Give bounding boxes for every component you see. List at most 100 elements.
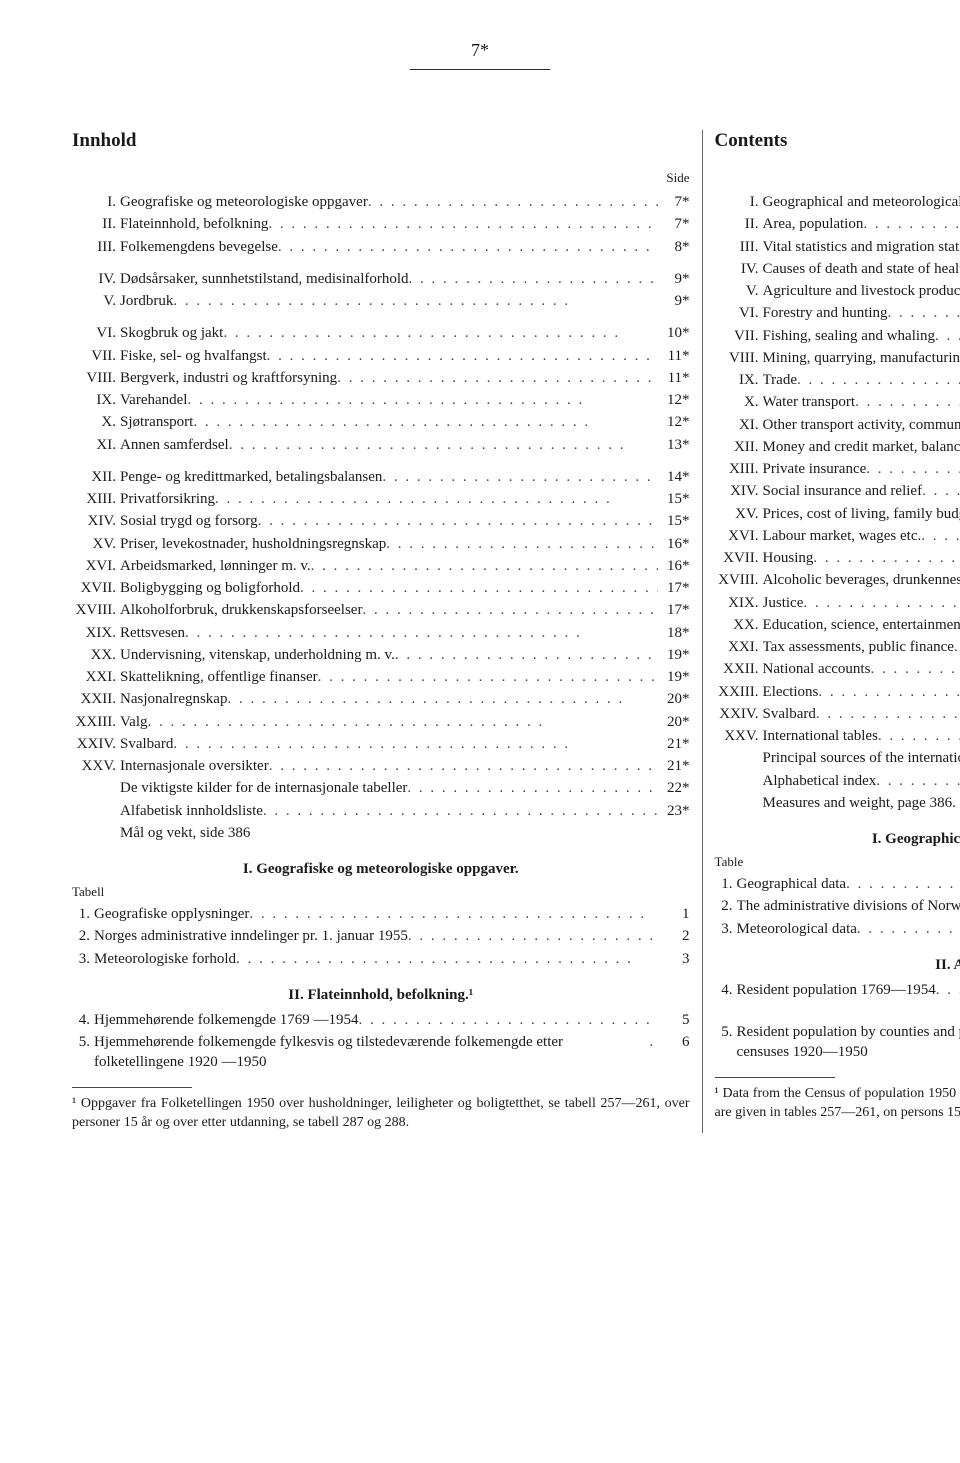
- toc-entry: IV.Causes of death and state of health. …: [715, 259, 960, 279]
- toc-label: Boligbygging og boligforhold: [120, 578, 300, 598]
- toc-label: Folkemengdens bevegelse: [120, 237, 278, 257]
- toc-roman: XXII.: [715, 659, 763, 679]
- column-title: Contents: [715, 130, 788, 152]
- toc-label: Other transport activity, communications: [763, 415, 960, 435]
- toc-label: Measures and weight, page 386.: [763, 793, 956, 813]
- toc-entry: XIII.Private insurance. . . . . . . . . …: [715, 459, 960, 479]
- toc-page-ref: 16*: [658, 556, 690, 576]
- toc-label-wrap: Arbeidsmarked, lønninger m. v.. . . . . …: [120, 556, 658, 576]
- toc-page-ref: 1: [658, 904, 690, 924]
- toc-label: Valg: [120, 712, 148, 732]
- toc-page-ref: 18*: [658, 623, 690, 643]
- toc-leader-dots: . . . . . . . . . . . . . . . . . . . . …: [229, 435, 658, 455]
- toc-page-ref: 20*: [658, 712, 690, 732]
- footnote-text: ¹ Oppgaver fra Folketellingen 1950 over …: [72, 1094, 690, 1133]
- toc-label-wrap: Meteorological data. . . . . . . . . . .…: [737, 919, 960, 939]
- toc-label: Resident population by counties and pres…: [737, 1022, 960, 1063]
- toc-label-wrap: Sjøtransport. . . . . . . . . . . . . . …: [120, 412, 658, 432]
- section-heading: II. Flateinnhold, befolkning.¹: [72, 987, 690, 1004]
- toc-page-ref: 13*: [658, 435, 690, 455]
- toc-entry: XVI.Labour market, wages etc.. . . . . .…: [715, 526, 960, 546]
- toc-leader-dots: . . . . . . . . . . . . . . . . . . . . …: [311, 556, 658, 576]
- toc-label: Agriculture and livestock production etc…: [763, 281, 960, 301]
- toc-entry: XIX.Rettsvesen. . . . . . . . . . . . . …: [72, 623, 690, 643]
- toc-roman: XXIII.: [715, 682, 763, 702]
- toc-label-wrap: Alphabetical index. . . . . . . . . . . …: [763, 771, 960, 791]
- toc-entry: XVIII.Alcoholic beverages, drunkenness e…: [715, 570, 960, 590]
- toc-leader-dots: . . . . . . . . . . . . . . . . . . . . …: [866, 459, 960, 479]
- toc-leader-dots: . . . . . . . . . . . . . . . . . . . . …: [318, 667, 658, 687]
- toc-page-ref: 20*: [658, 689, 690, 709]
- toc-leader-dots: . . . . . . . . . . . . . . . . . . . . …: [368, 192, 658, 212]
- toc-roman: 3.: [715, 919, 737, 939]
- toc-label-wrap: Geografiske og meteorologiske oppgaver. …: [120, 192, 658, 212]
- toc-leader-dots: . . . . . . . . . . . . . . . . . . . . …: [263, 801, 658, 821]
- toc-label: Causes of death and state of health: [763, 259, 960, 279]
- toc-leader-dots: . . . . . . . . . . . . . . . . . . . . …: [362, 600, 657, 620]
- toc-leader-dots: . . . . . . . . . . . . . . . . . . . . …: [855, 392, 960, 412]
- toc-roman: XI.: [72, 435, 120, 455]
- toc-label-wrap: Alkoholforbruk, drukkenskapsforseelser. …: [120, 600, 658, 620]
- toc-roman: XIII.: [72, 489, 120, 509]
- footnote-text: ¹ Data from the Census of population 195…: [715, 1084, 960, 1123]
- toc-leader-dots: . . . . . . . . . . . . . . . . . . . . …: [187, 390, 657, 410]
- toc-roman: III.: [72, 237, 120, 257]
- toc-entry: 4.Resident population 1769—1954. . . . .…: [715, 980, 960, 1000]
- toc-leader-dots: . . . . . . . . . . . . . . . . . . . . …: [173, 734, 657, 754]
- section-heading: I. Geografiske og meteorologiske oppgave…: [72, 861, 690, 878]
- toc-entry: V.Jordbruk. . . . . . . . . . . . . . . …: [72, 291, 690, 311]
- toc-roman: XVI.: [715, 526, 763, 546]
- page-column-header: Side: [72, 170, 690, 186]
- toc-label-wrap: Water transport. . . . . . . . . . . . .…: [763, 392, 960, 412]
- toc-label: Geografiske og meteorologiske oppgaver: [120, 192, 368, 212]
- toc-label: Jordbruk: [120, 291, 173, 311]
- toc-page-ref: 14*: [658, 467, 690, 487]
- toc-label: Rettsvesen: [120, 623, 185, 643]
- toc-label: Tax assessments, public finance: [763, 637, 954, 657]
- toc-leader-dots: . . . . . . . . . . . . . . . . . . . . …: [215, 489, 658, 509]
- toc-label: Water transport: [763, 392, 856, 412]
- toc-roman: XV.: [715, 504, 763, 524]
- toc-roman: XIV.: [72, 511, 120, 531]
- toc-page-ref: 9*: [658, 269, 690, 289]
- toc-label-wrap: Justice. . . . . . . . . . . . . . . . .…: [763, 593, 960, 613]
- toc-page-ref: 19*: [658, 667, 690, 687]
- toc-label-wrap: Prices, cost of living, family budgets. …: [763, 504, 960, 524]
- toc-label: Internasjonale oversikter: [120, 756, 269, 776]
- toc-entry: 1.Geographical data. . . . . . . . . . .…: [715, 874, 960, 894]
- toc-entry: XVII.Boligbygging og boligforhold. . . .…: [72, 578, 690, 598]
- toc-entry: 2.The administrative divisions of Norway…: [715, 896, 960, 916]
- toc-roman: VI.: [72, 323, 120, 343]
- toc-roman: XIII.: [715, 459, 763, 479]
- toc-label-wrap: Forestry and hunting. . . . . . . . . . …: [763, 303, 960, 323]
- toc-label: Justice: [763, 593, 804, 613]
- toc-label: Priser, levekostnader, husholdningsregns…: [120, 534, 386, 554]
- toc-label-wrap: Bergverk, industri og kraftforsyning. . …: [120, 368, 658, 388]
- toc-roman: IX.: [715, 370, 763, 390]
- toc-label: Norges administrative inndelinger pr. 1.…: [94, 926, 408, 946]
- toc-entry: XV.Prices, cost of living, family budget…: [715, 504, 960, 524]
- toc-label: Alphabetical index: [763, 771, 877, 791]
- toc-entry: XXI.Skattelikning, offentlige finanser. …: [72, 667, 690, 687]
- toc-label: Trade: [763, 370, 797, 390]
- toc-roman: VII.: [715, 326, 763, 346]
- toc-entry: VI.Forestry and hunting. . . . . . . . .…: [715, 303, 960, 323]
- toc-label: Prices, cost of living, family budgets: [763, 504, 960, 524]
- toc-entry: Alphabetical index. . . . . . . . . . . …: [715, 771, 960, 791]
- toc-label-wrap: Alfabetisk innholdsliste. . . . . . . . …: [120, 801, 658, 821]
- toc-entry: V.Agriculture and livestock production e…: [715, 281, 960, 301]
- toc-leader-dots: . . . . . . . . . . . . . . . . . . . . …: [857, 919, 960, 939]
- toc-label-wrap: Jordbruk. . . . . . . . . . . . . . . . …: [120, 291, 658, 311]
- toc-entry: XVII.Housing. . . . . . . . . . . . . . …: [715, 548, 960, 568]
- toc-label: Fishing, sealing and whaling: [763, 326, 936, 346]
- toc-entry: VIII.Bergverk, industri og kraftforsynin…: [72, 368, 690, 388]
- toc-label: Geographical data: [737, 874, 847, 894]
- page-rule: [410, 69, 550, 70]
- toc-roman: IX.: [72, 390, 120, 410]
- toc-label: Svalbard: [120, 734, 173, 754]
- toc-label-wrap: The administrative divisions of Norway J…: [737, 896, 960, 916]
- toc-label-wrap: Varehandel. . . . . . . . . . . . . . . …: [120, 390, 658, 410]
- toc-page-ref: 8*: [658, 237, 690, 257]
- toc-label: Meteorologiske forhold: [94, 949, 236, 969]
- toc-roman: IV.: [715, 259, 763, 279]
